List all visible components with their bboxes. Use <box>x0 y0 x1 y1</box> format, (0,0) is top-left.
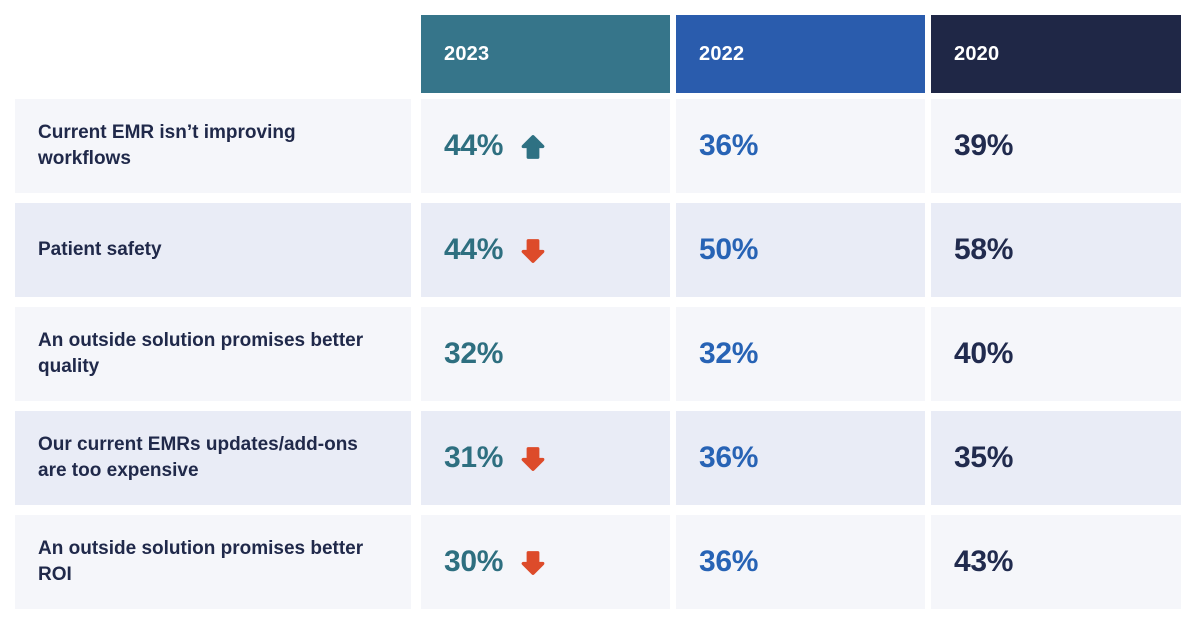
value-2023: 31% <box>421 411 670 505</box>
table-row: Our current EMRs updates/add-ons are too… <box>15 411 1181 505</box>
table-row: Patient safety 44% 50% 58% <box>15 203 1181 297</box>
row-label: Our current EMRs updates/add-ons are too… <box>15 411 411 505</box>
value-2020: 39% <box>931 99 1181 193</box>
down-arrow-icon <box>520 550 546 576</box>
column-header-2023: 2023 <box>421 15 670 93</box>
value-2020: 40% <box>931 307 1181 401</box>
percent-value: 31% <box>444 441 504 474</box>
value-2023: 30% <box>421 515 670 609</box>
percent-value: 30% <box>444 545 504 578</box>
value-2023: 44% <box>421 203 670 297</box>
value-2022: 50% <box>676 203 925 297</box>
value-2020: 35% <box>931 411 1181 505</box>
column-header-2022: 2022 <box>676 15 925 93</box>
value-2023: 32% <box>421 307 670 401</box>
percent-value: 44% <box>444 129 504 162</box>
up-arrow-icon <box>520 134 546 160</box>
table-row: Current EMR isn’t improving workflows 44… <box>15 99 1181 193</box>
header-label-spacer <box>15 15 411 93</box>
row-label: An outside solution promises better ROI <box>15 515 411 609</box>
table-row: An outside solution promises better ROI … <box>15 515 1181 609</box>
table-row: An outside solution promises better qual… <box>15 307 1181 401</box>
value-2022: 36% <box>676 411 925 505</box>
down-arrow-icon <box>520 446 546 472</box>
table-header-row: 2023 2022 2020 <box>15 15 1181 93</box>
column-header-2020: 2020 <box>931 15 1181 93</box>
row-label: Current EMR isn’t improving workflows <box>15 99 411 193</box>
percent-value: 32% <box>444 337 504 370</box>
row-label: Patient safety <box>15 203 411 297</box>
value-2022: 32% <box>676 307 925 401</box>
value-2022: 36% <box>676 515 925 609</box>
percent-value: 44% <box>444 233 504 266</box>
value-2020: 43% <box>931 515 1181 609</box>
down-arrow-icon <box>520 238 546 264</box>
value-2020: 58% <box>931 203 1181 297</box>
value-2023: 44% <box>421 99 670 193</box>
row-label: An outside solution promises better qual… <box>15 307 411 401</box>
value-2022: 36% <box>676 99 925 193</box>
